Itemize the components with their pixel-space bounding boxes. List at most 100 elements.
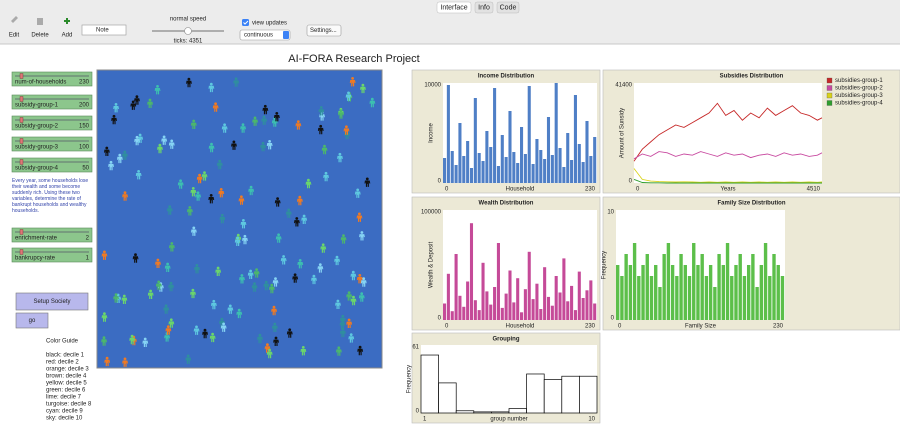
slider-label: subsidy-group-1 — [15, 103, 59, 109]
agent — [364, 177, 371, 187]
bar — [512, 152, 516, 183]
agent-body — [169, 245, 175, 252]
agent-head — [118, 153, 122, 157]
agent-head — [195, 325, 198, 329]
agent-head — [319, 124, 323, 128]
agent — [113, 293, 119, 303]
bar — [670, 265, 675, 320]
agent-head — [166, 262, 169, 266]
agent-head — [218, 159, 222, 163]
agent-head — [370, 97, 374, 101]
agent-body — [338, 112, 344, 119]
agent — [318, 106, 325, 116]
slider-handle[interactable] — [19, 249, 24, 255]
bar — [581, 162, 585, 183]
slider-handle[interactable] — [19, 159, 24, 165]
button[interactable] — [15, 292, 89, 311]
bar — [589, 280, 593, 320]
plot-title: Income Distribution — [478, 74, 535, 80]
bar — [570, 160, 574, 183]
bar — [527, 251, 531, 320]
slider[interactable] — [11, 115, 93, 131]
agent — [122, 357, 128, 367]
agent — [343, 125, 350, 135]
widget-dropdown[interactable] — [81, 24, 127, 36]
agent — [239, 274, 245, 284]
slider-label: bankrupcy-rate — [15, 256, 56, 262]
agent-head — [102, 336, 106, 340]
add-label[interactable]: Add — [62, 33, 73, 39]
edit-label[interactable]: Edit — [9, 33, 20, 39]
slider[interactable] — [11, 227, 93, 243]
view-updates-checkbox[interactable] — [242, 19, 249, 26]
agent-head — [198, 173, 201, 177]
x-tick-label: 0 — [618, 324, 622, 330]
bar — [543, 267, 547, 320]
bar — [531, 299, 535, 320]
agent — [337, 152, 343, 163]
button-label[interactable]: Setup Society — [33, 299, 70, 305]
button-label[interactable]: go — [29, 318, 36, 324]
settings-button[interactable] — [306, 24, 342, 37]
agent-body — [262, 107, 269, 115]
agent-body — [300, 349, 307, 356]
bar — [579, 375, 598, 414]
color-guide-line: lime: decile 7 — [46, 395, 82, 401]
tab-label[interactable]: Info — [478, 4, 490, 11]
slider-handle[interactable] — [19, 96, 24, 102]
update-mode-dropdown[interactable] — [239, 29, 291, 41]
delete-label[interactable]: Delete — [31, 33, 49, 39]
agent-body — [340, 330, 346, 338]
agent-body — [147, 292, 154, 299]
tab-label[interactable]: Interface — [440, 4, 467, 11]
agent-head — [249, 269, 252, 273]
slider-handle[interactable] — [19, 229, 24, 235]
bar — [504, 157, 508, 183]
tab[interactable] — [496, 1, 520, 14]
tab[interactable] — [474, 1, 494, 14]
speed-slider[interactable] — [184, 27, 192, 35]
button[interactable] — [15, 312, 49, 329]
agent-body — [266, 143, 273, 150]
agent-body — [155, 261, 161, 268]
agent-body — [360, 280, 367, 287]
bar — [649, 276, 654, 320]
agent-body — [261, 118, 268, 125]
agent — [273, 336, 279, 346]
slider[interactable] — [11, 94, 93, 110]
slider-handle[interactable] — [19, 73, 24, 79]
slider-handle[interactable] — [19, 117, 24, 123]
add-icon — [64, 18, 70, 24]
agent-head — [274, 277, 277, 280]
agent — [168, 281, 174, 292]
agent-head — [324, 171, 328, 175]
agent-body — [216, 162, 223, 170]
agent-body — [134, 98, 140, 105]
agent-body — [297, 198, 303, 206]
agent-body — [101, 253, 108, 260]
tab-label[interactable]: Code — [500, 4, 517, 11]
slider-handle[interactable] — [19, 138, 24, 144]
slider[interactable] — [11, 157, 93, 173]
agent-body — [132, 256, 139, 263]
agent-body — [317, 127, 324, 135]
agent-head — [263, 104, 267, 108]
agent-head — [148, 98, 152, 102]
agent-head — [222, 322, 225, 326]
bar — [420, 354, 439, 414]
agent-body — [101, 315, 108, 322]
agent — [305, 178, 312, 189]
agent — [219, 213, 226, 224]
color-guide-line: orange: decile 3 — [46, 367, 89, 373]
tab[interactable] — [436, 1, 472, 14]
slider[interactable] — [11, 71, 93, 87]
agent — [272, 277, 279, 287]
agent-body — [137, 136, 144, 143]
agent-head — [362, 277, 366, 281]
bar — [496, 166, 500, 183]
bar — [473, 300, 477, 320]
slider[interactable] — [11, 247, 93, 263]
agent-head — [232, 140, 236, 144]
slider[interactable] — [11, 136, 93, 152]
agent-body — [356, 215, 363, 222]
